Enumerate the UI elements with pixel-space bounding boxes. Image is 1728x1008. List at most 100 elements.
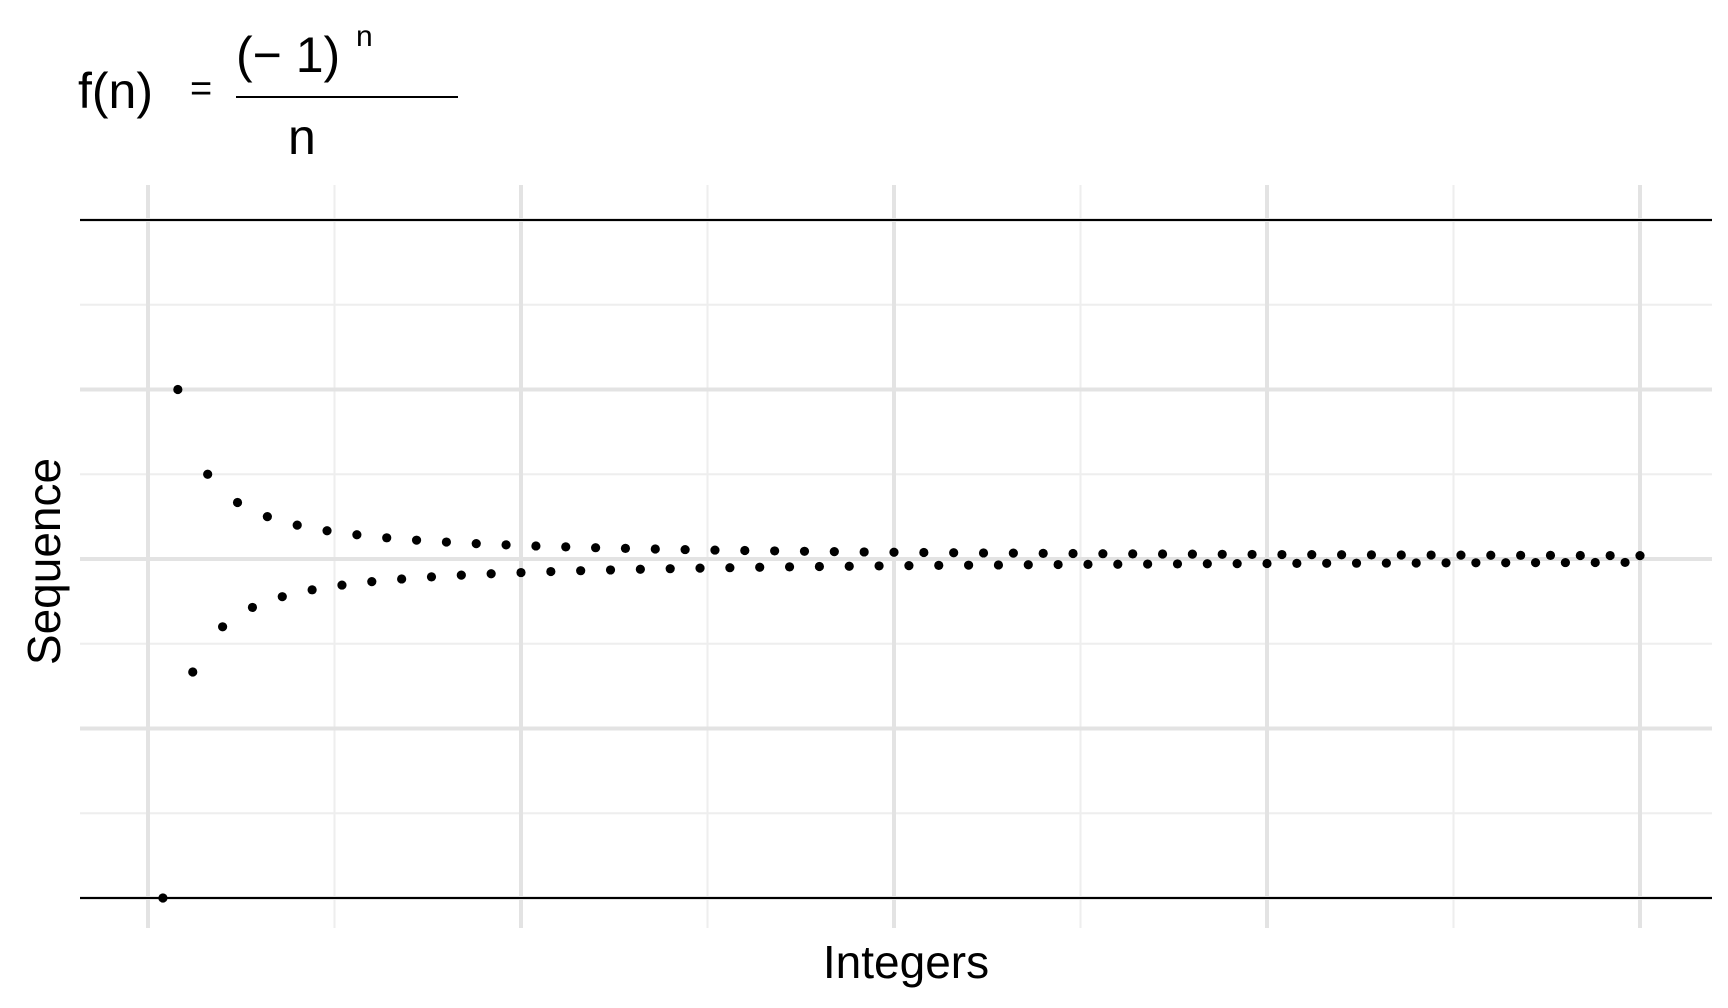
data-point (1113, 559, 1123, 569)
data-point (650, 544, 660, 554)
data-point (665, 564, 675, 574)
data-point (1098, 549, 1108, 559)
data-point (158, 893, 168, 903)
data-point (1202, 559, 1212, 569)
data-point (1068, 548, 1078, 559)
data-point (1083, 559, 1093, 569)
data-point (814, 561, 825, 572)
data-point (1396, 550, 1406, 560)
data-point (605, 565, 616, 575)
title-fraction-bar (236, 96, 458, 98)
data-point (232, 497, 243, 508)
data-point (307, 585, 317, 595)
data-point (829, 547, 839, 557)
data-point (188, 667, 198, 677)
data-point (441, 537, 451, 547)
title-numerator: (− 1) (236, 27, 341, 83)
data-point (262, 512, 272, 522)
data-point (1217, 549, 1227, 559)
data-point (292, 520, 302, 530)
data-point (1128, 549, 1138, 559)
data-point (1351, 558, 1362, 568)
data-point (725, 563, 735, 573)
title-denominator: n (288, 109, 316, 165)
data-point (591, 543, 601, 553)
data-point (1590, 557, 1600, 568)
data-point (1560, 557, 1570, 568)
data-point (218, 622, 228, 632)
data-point (859, 547, 869, 557)
data-point (874, 561, 884, 571)
data-point (620, 543, 631, 554)
data-point (1456, 550, 1466, 560)
data-point (1143, 559, 1153, 569)
grid-lines (80, 185, 1712, 928)
data-point (1411, 558, 1421, 568)
data-point (203, 469, 213, 479)
data-point (635, 564, 645, 574)
data-point (277, 592, 287, 602)
data-point (1575, 550, 1585, 561)
data-point (531, 541, 541, 551)
data-point (501, 540, 511, 550)
y-axis-label: Sequence (18, 458, 70, 665)
data-point (1008, 548, 1018, 558)
data-point (1053, 559, 1063, 570)
data-point (919, 547, 929, 558)
data-point (486, 569, 496, 579)
data-point (1501, 558, 1511, 568)
data-point (367, 577, 377, 587)
data-point (1307, 550, 1317, 560)
data-point (1187, 549, 1197, 559)
data-point (471, 538, 481, 549)
data-point (1366, 550, 1377, 560)
data-point (755, 562, 765, 572)
data-point (1545, 550, 1556, 560)
data-point (1247, 549, 1257, 560)
data-point (844, 561, 854, 571)
title-numerator-exponent: n (356, 20, 373, 53)
data-point (710, 545, 720, 555)
data-point (1277, 549, 1287, 560)
data-point (516, 567, 526, 578)
data-point (695, 563, 705, 573)
data-point (411, 535, 422, 545)
data-points (158, 384, 1645, 903)
data-point (964, 560, 974, 570)
data-point (1172, 559, 1183, 569)
data-point (784, 562, 795, 572)
data-point (993, 560, 1004, 570)
title-equals: = (190, 68, 213, 110)
data-point (1530, 558, 1541, 568)
data-point (1262, 558, 1272, 569)
data-point (1023, 560, 1033, 570)
data-point (337, 580, 347, 590)
limit-lines (80, 219, 1712, 899)
data-point (1381, 558, 1391, 568)
data-point (382, 533, 392, 543)
title-lhs: f(n) (78, 63, 153, 119)
data-point (1157, 549, 1168, 559)
data-point (934, 560, 944, 570)
data-point (1322, 558, 1332, 568)
data-point (1337, 550, 1347, 560)
data-point (247, 602, 258, 613)
data-point (426, 572, 437, 582)
data-point (1516, 550, 1526, 560)
data-point (1620, 557, 1630, 568)
data-point (770, 546, 780, 556)
x-axis-label: Integers (823, 936, 989, 988)
data-point (1605, 550, 1615, 561)
data-point (1471, 558, 1481, 568)
data-point (904, 561, 914, 571)
data-point (1426, 550, 1436, 560)
data-point (1038, 548, 1048, 558)
data-point (456, 570, 466, 580)
data-point (546, 566, 556, 577)
data-point (1292, 558, 1302, 569)
data-point (949, 548, 959, 558)
data-point (173, 384, 183, 395)
data-point (561, 542, 571, 552)
data-point (1441, 558, 1451, 568)
data-point (576, 566, 586, 576)
